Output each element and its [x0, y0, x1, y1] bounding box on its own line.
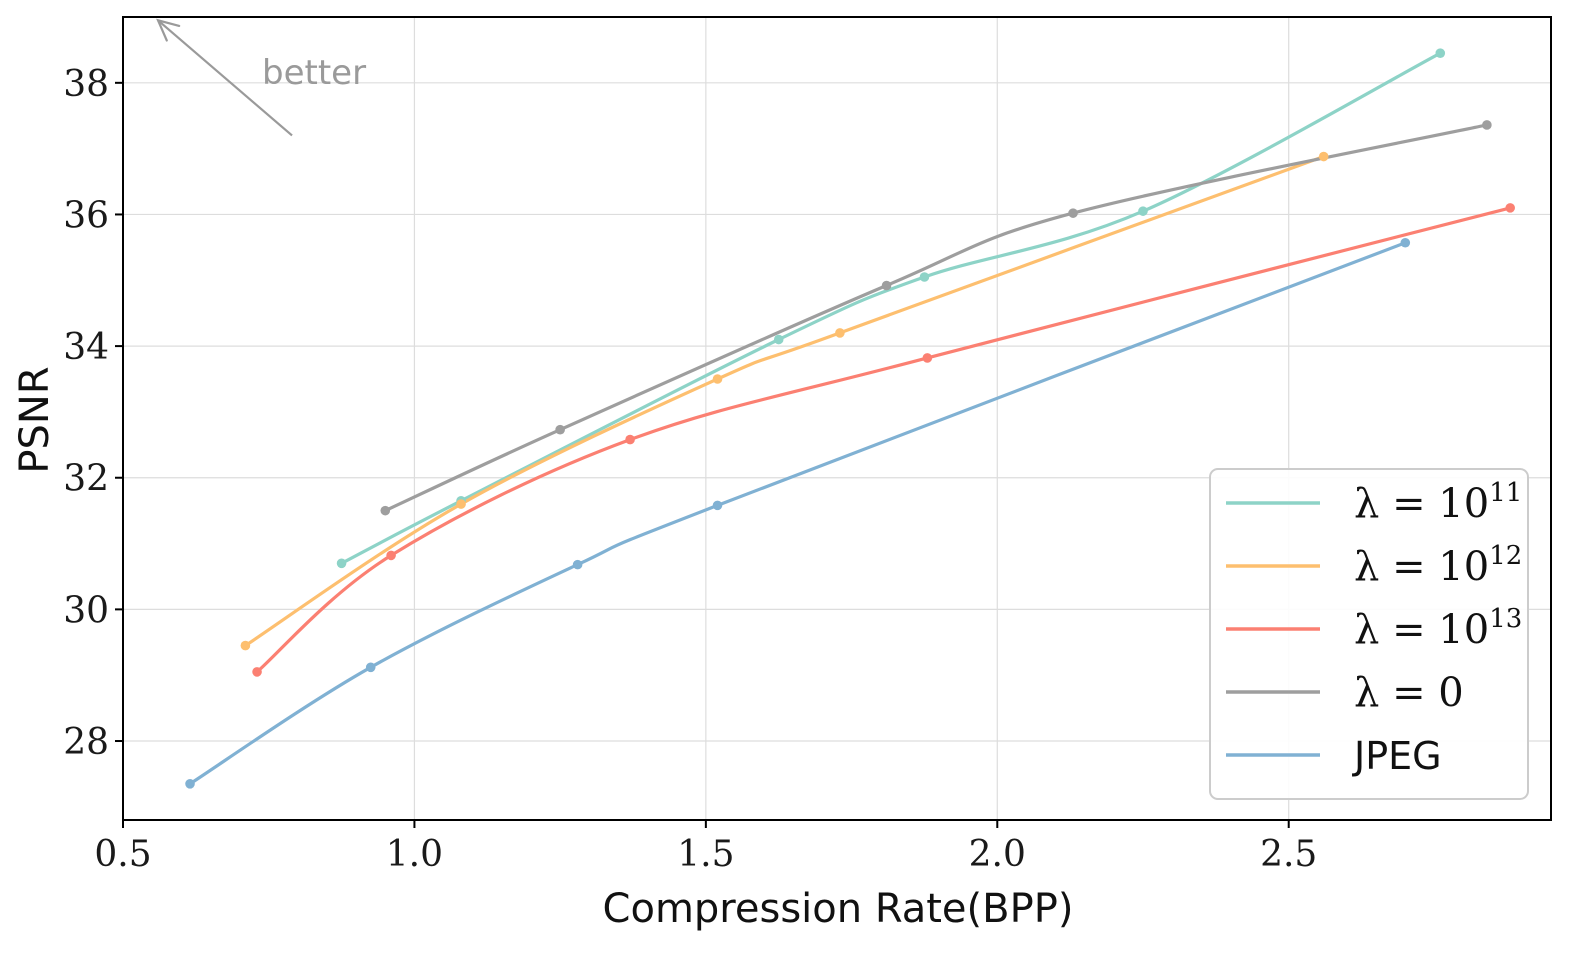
data-point: [835, 328, 845, 338]
data-point: [1482, 120, 1492, 130]
data-point: [881, 280, 892, 291]
data-point: [625, 434, 635, 445]
series-points: [185, 48, 1515, 789]
better-annotation: better: [156, 18, 366, 137]
data-point: [712, 374, 723, 384]
x-axis-ticks: 0.5 1.0 1.5 2.0 2.5: [94, 820, 1317, 875]
series-line-3: [383, 123, 1489, 513]
x-tick-label: 1.0: [386, 834, 443, 875]
data-point: [252, 667, 262, 677]
data-point: [380, 505, 391, 516]
y-tick-label: 34: [63, 327, 109, 368]
plot-frame: [122, 16, 1552, 821]
y-tick-label: 38: [63, 64, 109, 105]
data-point: [1435, 48, 1446, 59]
x-tick-label: 2.5: [1260, 834, 1317, 875]
series-line-1: [243, 154, 1326, 648]
x-axis-title: Compression Rate(BPP): [603, 886, 1074, 932]
x-tick-label: 0.5: [94, 834, 151, 875]
data-point: [555, 424, 565, 435]
legend-box: [1209, 468, 1529, 800]
y-axis-title: PSNR: [12, 366, 58, 473]
data-point: [1138, 206, 1148, 216]
data-point: [572, 559, 583, 570]
y-tick-label: 36: [63, 195, 109, 236]
series-lines: [188, 51, 1512, 786]
data-point: [456, 499, 466, 509]
data-point: [1400, 237, 1411, 248]
data-point: [712, 500, 723, 511]
data-point: [1505, 203, 1515, 213]
series-line-2: [255, 206, 1512, 674]
data-point: [185, 778, 195, 789]
data-point: [1068, 208, 1078, 218]
x-tick-label: 1.5: [677, 834, 734, 875]
legend-label: λ = 1013: [1354, 604, 1522, 653]
data-point: [1318, 151, 1329, 162]
better-annotation-label: better: [262, 53, 366, 93]
data-point: [922, 353, 933, 363]
y-tick-label: 28: [63, 722, 109, 763]
data-point: [240, 640, 251, 651]
data-point: [336, 558, 347, 569]
y-tick-label: 30: [63, 590, 109, 631]
y-axis-ticks: 28 30 32 34 36 38: [63, 64, 123, 763]
better-arrow-head-icon: [156, 18, 181, 42]
data-point: [365, 662, 376, 673]
series-line-4: [188, 241, 1407, 786]
x-tick-label: 2.0: [969, 834, 1026, 875]
y-tick-label: 32: [63, 459, 109, 500]
data-point: [773, 334, 784, 345]
data-point: [386, 550, 396, 561]
legend-label: λ = 0: [1354, 670, 1464, 716]
legend-label: JPEG: [1352, 734, 1442, 778]
data-point: [919, 272, 930, 282]
better-arrow-line: [157, 19, 293, 137]
